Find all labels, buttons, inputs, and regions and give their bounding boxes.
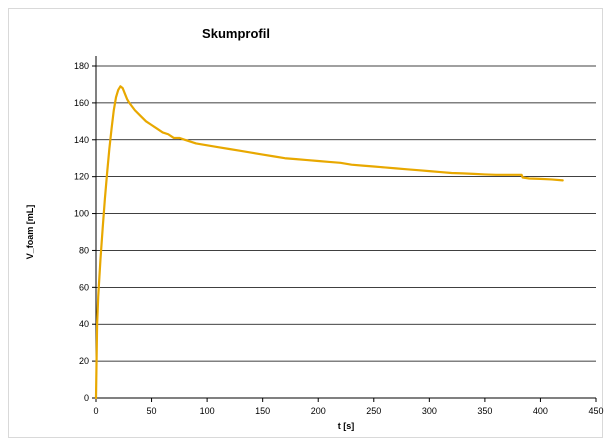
chart-frame [8, 8, 603, 438]
y-tick-label: 60 [79, 282, 89, 292]
x-tick-label: 150 [255, 406, 270, 416]
axes [92, 56, 597, 402]
x-tick-label: 0 [93, 406, 98, 416]
tick-labels: 0 20 40 60 80 100 120 140 160 180 0 50 100 150 200 250 3… [74, 61, 604, 416]
x-tick-label: 400 [533, 406, 548, 416]
x-tick-label: 50 [147, 406, 157, 416]
x-tick-label: 250 [366, 406, 381, 416]
gridlines [96, 65, 596, 362]
y-tick-label: 180 [74, 61, 89, 71]
chart-title: Skumprofil [202, 26, 270, 41]
y-tick-label: 20 [79, 356, 89, 366]
x-tick-label: 350 [477, 406, 492, 416]
y-tick-label: 140 [74, 135, 89, 145]
y-tick-label: 0 [84, 393, 89, 403]
x-tick-label: 450 [588, 406, 603, 416]
series-layer [94, 85, 564, 400]
y-tick-label: 40 [79, 319, 89, 329]
x-tick-label: 200 [311, 406, 326, 416]
x-tick-label: 100 [200, 406, 215, 416]
series-line-0 [94, 85, 564, 400]
x-tick-label: 300 [422, 406, 437, 416]
y-tick-label: 80 [79, 245, 89, 255]
x-axis-label: t [s] [338, 421, 355, 431]
y-tick-label: 100 [74, 209, 89, 219]
y-tick-label: 160 [74, 98, 89, 108]
y-tick-label: 120 [74, 172, 89, 182]
y-axis-label: V_foam [mL] [25, 205, 35, 260]
